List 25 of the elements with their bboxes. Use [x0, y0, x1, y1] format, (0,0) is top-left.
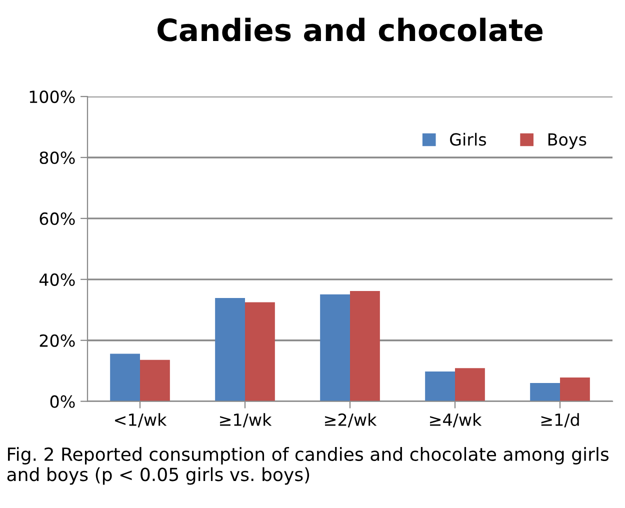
caption: Fig. 2 Reported consumption of candies and chocolate among girls and boys (p < 0.05 girls vs. boys) [7, 447, 609, 485]
bar [245, 302, 275, 402]
x-tick-label: ≥4/wk [430, 413, 482, 428]
bar [320, 294, 350, 402]
bar [560, 378, 590, 402]
y-tick-label: 20% [40, 334, 75, 347]
bar [530, 383, 560, 402]
x-tick-label: ≥1/wk [220, 413, 272, 428]
y-tick-label: 60% [40, 212, 75, 226]
x-tick-label: ≥2/wk [325, 413, 377, 428]
bar [455, 368, 485, 402]
bar [425, 371, 455, 402]
bar [215, 298, 245, 402]
bar [110, 354, 140, 402]
y-tick-label: 0% [50, 395, 75, 408]
chart-title: Candies and chocolate [158, 18, 542, 42]
x-tick-label: ≥1/d [541, 413, 579, 428]
bar [350, 290, 380, 402]
x-tick-label: <1/wk [115, 413, 167, 428]
bar [140, 360, 170, 402]
y-tick-label: 100% [30, 90, 75, 104]
y-tick-label: 80% [40, 151, 75, 164]
legend-label: Boys [548, 133, 586, 149]
y-tick-label: 40% [39, 273, 75, 286]
legend-label: Girls [450, 132, 486, 146]
